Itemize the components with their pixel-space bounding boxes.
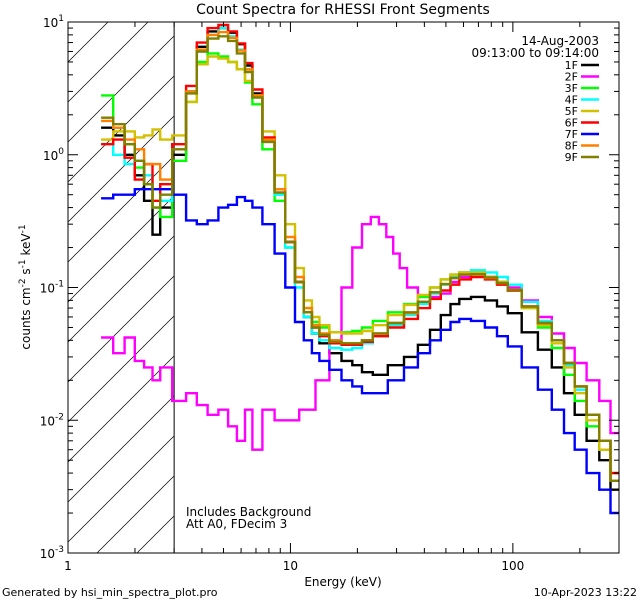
time-range-label: 09:13:00 to 09:14:00 <box>472 46 599 60</box>
x-axis-label: Energy (keV) <box>304 575 381 589</box>
legend-label-4f: 4F <box>565 94 578 107</box>
legend-label-8f: 8F <box>565 140 578 153</box>
x-tick-label: 100 <box>501 559 524 573</box>
y-axis-label: counts cm-2 s-1 keV-1 <box>18 224 33 349</box>
y-tick-label: 100 <box>43 147 64 163</box>
hatch-line <box>68 395 175 503</box>
series-4f-line <box>101 26 619 475</box>
legend-label-9f: 9F <box>565 151 578 164</box>
series-9f-line <box>101 35 619 482</box>
series-3f-line <box>101 52 619 475</box>
series-1f-line <box>101 26 619 491</box>
series-7f-line <box>101 188 619 515</box>
annotation-background: Includes Background <box>186 505 311 519</box>
hatch-line <box>68 35 175 143</box>
annotation-attenuator: Att A0, FDecim 3 <box>186 517 287 531</box>
hatch-line <box>68 275 175 383</box>
y-tick-label: 10-3 <box>40 545 64 561</box>
series-group <box>101 23 619 515</box>
legend-label-6f: 6F <box>565 117 578 130</box>
hatch-line <box>68 195 175 303</box>
series-8f-line <box>101 30 619 482</box>
hatched-region <box>68 22 175 553</box>
hatch-line <box>68 75 175 183</box>
y-tick-label: 10-2 <box>40 412 64 428</box>
legend-label-1f: 1F <box>565 59 578 72</box>
x-axis: 1 10 100 <box>64 22 620 573</box>
x-tick-label: 1 <box>64 559 72 573</box>
legend-label-5f: 5F <box>565 105 578 118</box>
legend-label-7f: 7F <box>565 128 578 141</box>
legend-label-2f: 2F <box>565 71 578 84</box>
y-tick-label: 10-1 <box>40 280 64 296</box>
legend-label-3f: 3F <box>565 82 578 95</box>
y-axis: 10-3 10-2 10-1 100 101 <box>40 14 619 561</box>
date-label: 14-Aug-2003 <box>521 34 599 48</box>
hatch-line <box>68 435 175 543</box>
series-5f-line <box>101 55 619 475</box>
x-tick-label: 10 <box>283 559 298 573</box>
y-tick-label: 101 <box>43 14 64 30</box>
footer-generated-by: Generated by hsi_min_spectra_plot.pro <box>2 586 218 599</box>
hatch-line <box>96 475 175 553</box>
series-6f-line <box>101 23 619 475</box>
chart-title: Count Spectra for RHESSI Front Segments <box>196 2 490 18</box>
footer-timestamp: 10-Apr-2023 13:22 <box>534 586 637 599</box>
hatch-line <box>68 235 175 343</box>
